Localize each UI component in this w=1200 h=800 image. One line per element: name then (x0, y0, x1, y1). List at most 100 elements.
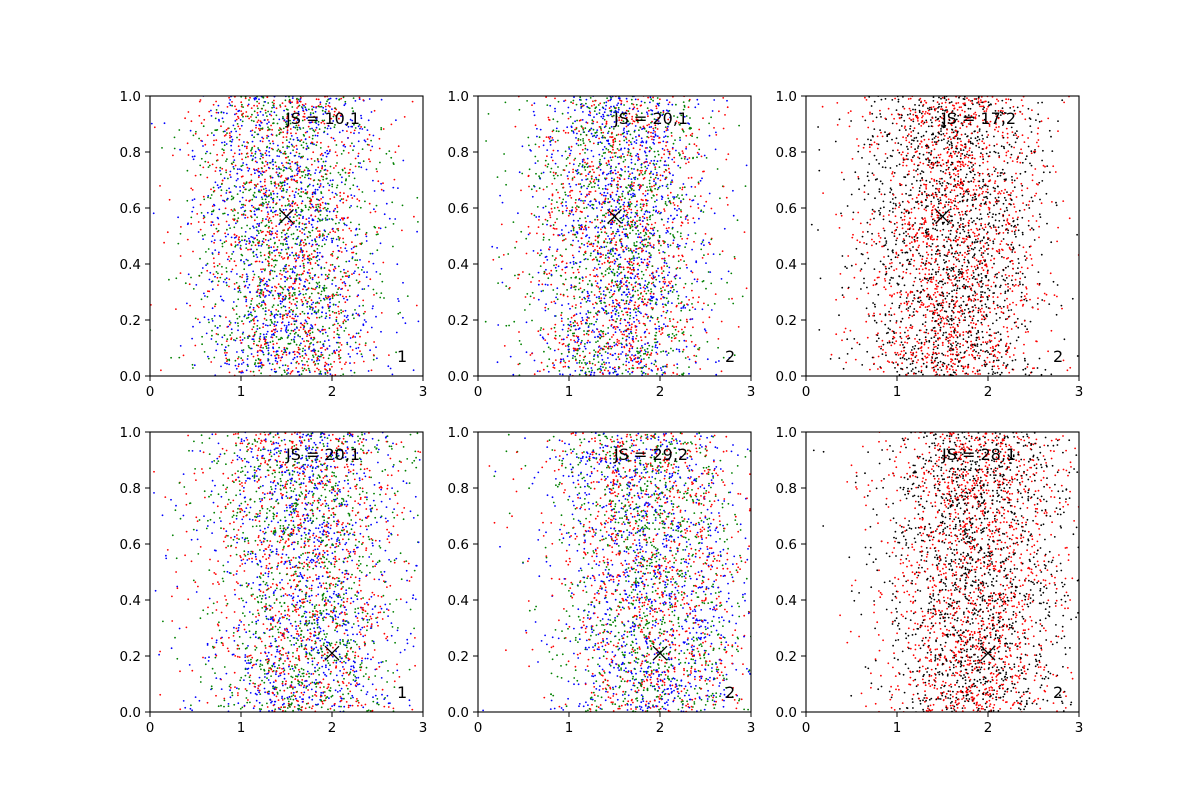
scatter-point (350, 194, 353, 197)
scatter-point (319, 204, 322, 207)
scatter-point (344, 183, 346, 186)
scatter-point (291, 170, 293, 172)
scatter-point (247, 355, 249, 357)
scatter-point (304, 103, 307, 105)
scatter-point (338, 239, 341, 241)
scatter-point (341, 129, 344, 132)
scatter-point (258, 284, 261, 287)
scatter-point (605, 245, 608, 248)
scatter-point (302, 288, 304, 291)
scatter-point (309, 199, 312, 201)
scatter-point (224, 352, 226, 354)
scatter-point (352, 97, 355, 99)
scatter-point (255, 116, 258, 119)
scatter-point (241, 213, 243, 216)
scatter-point (285, 136, 288, 138)
scatter-point (667, 187, 669, 190)
scatter-point (608, 151, 610, 153)
scatter-point (293, 288, 296, 291)
scatter-point (364, 140, 367, 143)
scatter-point (315, 126, 318, 129)
scatter-point (257, 306, 260, 309)
scatter-point (226, 112, 228, 115)
scatter-point (607, 312, 610, 314)
scatter-point (307, 331, 310, 333)
scatter-point (224, 278, 227, 281)
scatter-point (282, 127, 285, 130)
scatter-point (682, 183, 685, 185)
scatter-point (587, 106, 590, 109)
scatter-point (380, 292, 383, 294)
scatter-point (616, 199, 619, 202)
scatter-point (199, 164, 202, 167)
scatter-point (573, 339, 576, 342)
scatter-point (349, 118, 352, 121)
scatter-point (233, 152, 236, 155)
scatter-point (597, 178, 600, 181)
scatter-point (608, 319, 611, 322)
scatter-point (291, 161, 294, 163)
scatter-point (294, 282, 296, 285)
scatter-point (210, 221, 213, 223)
scatter-point (658, 236, 661, 239)
scatter-point (669, 202, 672, 205)
scatter-point (266, 211, 269, 214)
scatter-point (650, 135, 652, 138)
scatter-point (296, 172, 299, 175)
scatter-point (226, 338, 229, 341)
scatter-point (612, 247, 614, 250)
scatter-point (238, 236, 241, 239)
scatter-point (277, 175, 280, 178)
scatter-point (281, 287, 284, 289)
scatter-point (308, 217, 310, 220)
scatter-point (668, 227, 670, 229)
scatter-point (669, 320, 671, 322)
scatter-point (203, 292, 205, 295)
scatter-point (312, 151, 315, 154)
scatter-point (598, 330, 600, 333)
scatter-point (347, 276, 350, 279)
scatter-point (652, 138, 655, 141)
scatter-point (263, 336, 266, 339)
scatter-point (292, 149, 294, 152)
scatter-point (349, 362, 351, 364)
scatter-point (299, 214, 302, 217)
scatter-point (577, 324, 579, 327)
scatter-point (355, 245, 358, 248)
scatter-point (258, 222, 261, 225)
scatter-point (588, 323, 591, 325)
scatter-point (676, 209, 678, 212)
scatter-point (268, 189, 271, 192)
scatter-point (312, 256, 315, 259)
scatter-point (257, 362, 259, 365)
scatter-point (340, 153, 343, 155)
scatter-point (394, 218, 397, 220)
scatter-point (619, 322, 622, 325)
scatter-point (265, 149, 268, 152)
scatter-point (211, 163, 214, 166)
scatter-point (311, 239, 313, 242)
scatter-point (270, 114, 273, 117)
scatter-point (310, 121, 313, 124)
scatter-point (237, 291, 240, 293)
scatter-point (281, 162, 283, 165)
scatter-point (300, 191, 303, 193)
scatter-point (299, 98, 302, 100)
scatter-point (649, 162, 651, 165)
scatter-point (229, 322, 232, 324)
scatter-point (263, 301, 265, 304)
scatter-point (665, 164, 667, 167)
scatter-point (307, 358, 310, 360)
scatter-point (723, 227, 726, 230)
scatter-point (229, 191, 232, 194)
scatter-point (584, 347, 587, 350)
scatter-point (368, 133, 371, 136)
scatter-point (620, 346, 623, 349)
scatter-point (583, 333, 586, 336)
scatter-point (690, 185, 693, 188)
scatter-point (642, 192, 644, 195)
scatter-point (262, 154, 264, 156)
scatter-point (290, 285, 293, 288)
scatter-point (573, 176, 576, 179)
scatter-point (337, 341, 339, 344)
